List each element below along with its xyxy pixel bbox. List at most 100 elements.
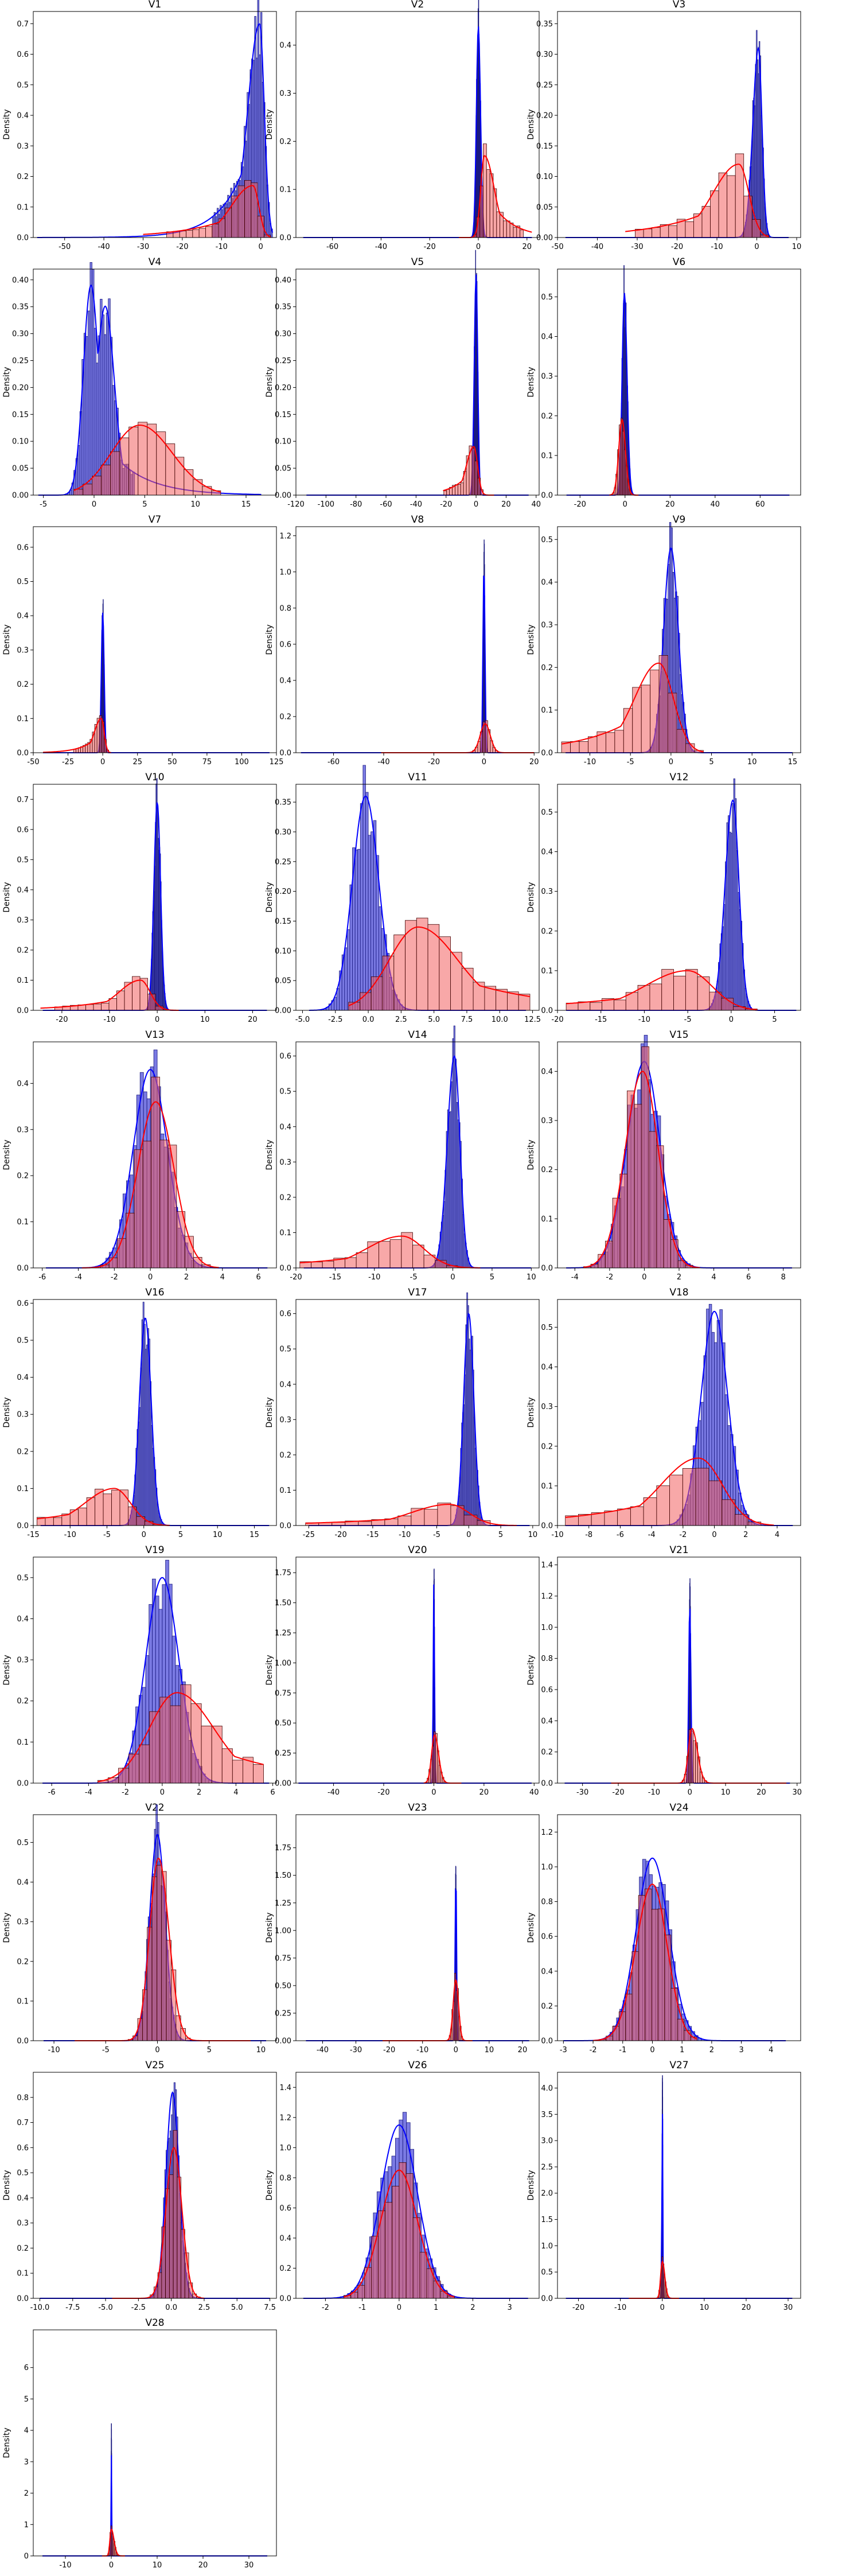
histogram-bar <box>604 1511 618 1526</box>
subplot-title: V1 <box>149 0 161 10</box>
x-tick-label: -15 <box>27 1531 39 1539</box>
subplot-v22: V22 Density -10 -5 0 5 10 0.0 0.1 0.2 0.3 0.4 0.5 <box>2 1802 277 2054</box>
histogram-bar <box>365 792 369 1011</box>
x-tick-label: -10 <box>368 1273 380 1282</box>
x-tick-label: -25 <box>62 758 74 766</box>
x-tick-label: 6 <box>270 1788 275 1797</box>
class-1-kde-line <box>344 2169 455 2298</box>
histogram-bar <box>159 1139 169 1268</box>
subplot-v28: V28 Density -10 0 10 20 30 0 1 2 3 4 5 6 <box>2 2317 277 2570</box>
class-1-kde-line <box>593 1884 697 2041</box>
x-tick-label: 10.0 <box>492 1015 508 1024</box>
x-tick-label: 20 <box>518 2046 528 2054</box>
y-tick-label: 0.2 <box>17 680 29 689</box>
subplot-title: V24 <box>669 1802 688 1814</box>
x-tick-label: -5 <box>410 1273 418 1282</box>
x-tick-label: -20 <box>428 758 440 766</box>
y-tick-label: 1.25 <box>275 1899 291 1908</box>
y-tick-label: 0.4 <box>541 1717 553 1726</box>
y-axis-label: Density <box>2 1397 11 1427</box>
y-tick-label: 0.1 <box>541 1215 553 1224</box>
histogram-bar <box>658 655 668 753</box>
y-tick-label: 0.8 <box>279 604 291 613</box>
histogram-bar <box>427 924 440 1011</box>
axes-frame <box>295 784 540 1011</box>
class-0-kde-line <box>306 1888 529 2041</box>
y-tick-label: 1.0 <box>541 1624 553 1632</box>
x-tick-label: -2.5 <box>328 1015 342 1024</box>
y-tick-label: 1.4 <box>279 2084 291 2092</box>
histogram-bar <box>412 1244 424 1268</box>
subplot-v8: V8 Density -60 -40 -20 0 20 0.0 0.2 0.4 0.6 0.8 1.0 1… <box>265 514 540 766</box>
y-tick-label: 0.6 <box>17 2144 29 2153</box>
x-tick-label: -5.0 <box>295 1015 310 1024</box>
axes-frame <box>33 1814 277 2041</box>
x-tick-label: -2 <box>322 2303 329 2312</box>
class-1-histogram <box>472 720 498 753</box>
axes-frame <box>33 2072 277 2299</box>
x-tick-label: -60 <box>327 758 340 766</box>
y-tick-label: 0.4 <box>17 1373 29 1382</box>
y-tick-label: 0.5 <box>541 536 553 544</box>
histogram-bar <box>617 1508 631 1526</box>
class-1-kde-line <box>37 1488 170 1526</box>
x-tick-label: 15 <box>788 758 798 766</box>
y-tick-label: 0.20 <box>275 384 291 392</box>
y-tick-label: 0.1 <box>541 967 553 975</box>
y-tick-label: 0.4 <box>279 1123 291 1131</box>
y-axis-label: Density <box>527 1139 536 1170</box>
histogram-bar <box>643 1497 657 1526</box>
y-tick-label: 0.20 <box>275 888 291 896</box>
x-tick-label: 20 <box>198 2561 208 2570</box>
y-tick-label: 1.0 <box>541 1863 553 1871</box>
y-tick-label: 0.40 <box>12 276 29 285</box>
y-tick-label: 0.2 <box>541 664 553 672</box>
x-tick-label: 10 <box>153 2561 162 2570</box>
subplot-v13: V13 Density -6 -4 -2 0 2 4 6 0.0 0.1 0.2 0.3 0.4 <box>2 1029 277 1282</box>
y-tick-label: 0.4 <box>17 612 29 621</box>
y-tick-label: 0.7 <box>17 20 29 29</box>
histogram-bar <box>205 226 213 238</box>
subplot-v23: V23 Density -40 -30 -20 -10 0 10 20 0.00 0.25 0.50 0… <box>265 1802 540 2054</box>
histogram-bar <box>142 1141 152 1268</box>
histogram-bar <box>623 708 633 753</box>
y-tick-label: 0.6 <box>17 543 29 552</box>
y-axis-label: Density <box>2 2170 11 2200</box>
x-tick-label: -15 <box>595 1015 607 1024</box>
x-tick-label: 0.0 <box>165 2303 177 2312</box>
y-axis-label: Density <box>265 1655 274 1685</box>
x-tick-label: 2 <box>470 2303 475 2312</box>
x-tick-label: -20 <box>424 243 436 251</box>
y-tick-label: 0.50 <box>275 1982 291 1990</box>
x-tick-label: -6 <box>38 1273 46 1282</box>
subplot-v7: V7 Density -50 -25 0 25 50 75 100 125 0.0 0.1 0.2 0.3… <box>2 514 283 766</box>
class-1-kde-line <box>40 979 179 1011</box>
class-0-histogram <box>126 1302 165 1526</box>
histogram-bar <box>520 229 524 238</box>
x-tick-label: 0 <box>660 2303 665 2312</box>
histogram-bar <box>179 231 186 238</box>
y-tick-label: 0.3 <box>17 916 29 925</box>
x-tick-label: -2.5 <box>131 2303 146 2312</box>
class-0-kde-line <box>306 274 529 496</box>
histogram-bar <box>684 2030 691 2041</box>
y-tick-label: 1.2 <box>541 1592 553 1601</box>
histogram-bar <box>657 1908 665 2041</box>
class-1-histogram <box>299 1232 458 1268</box>
x-tick-label: 3 <box>739 2046 743 2054</box>
histogram-bar <box>460 482 464 496</box>
class-0-kde-line <box>309 1313 530 1526</box>
x-tick-label: 10 <box>190 500 200 509</box>
x-tick-label: 7.5 <box>264 2303 276 2312</box>
y-tick-label: 0.00 <box>275 2037 291 2046</box>
histogram-bar <box>695 1468 709 1526</box>
histogram-bar <box>368 835 372 1011</box>
histogram-bar <box>188 2282 193 2299</box>
x-tick-label: -20 <box>290 1273 302 1282</box>
subplot-v5: V5 Density -120 -100 -80 -60 -40 -20 0 20 40 0.00 0.… <box>265 250 541 509</box>
x-tick-label: 15 <box>249 1531 259 1539</box>
histogram-bar <box>93 1003 102 1011</box>
x-tick-label: 5.0 <box>428 1015 440 1024</box>
subplot-title: V13 <box>145 1029 164 1041</box>
histogram-bar <box>496 211 501 238</box>
